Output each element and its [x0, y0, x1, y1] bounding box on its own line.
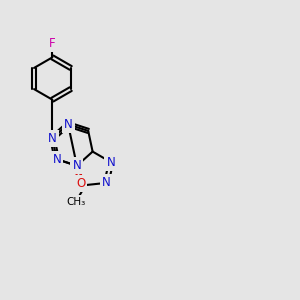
Text: CH₃: CH₃: [66, 197, 86, 207]
Text: F: F: [49, 38, 56, 50]
Text: N: N: [64, 118, 73, 131]
Text: N: N: [106, 156, 115, 169]
Text: N: N: [48, 132, 57, 145]
Text: O: O: [76, 177, 85, 190]
Text: N: N: [102, 176, 111, 189]
Text: N: N: [52, 153, 61, 166]
Text: N: N: [73, 159, 81, 172]
